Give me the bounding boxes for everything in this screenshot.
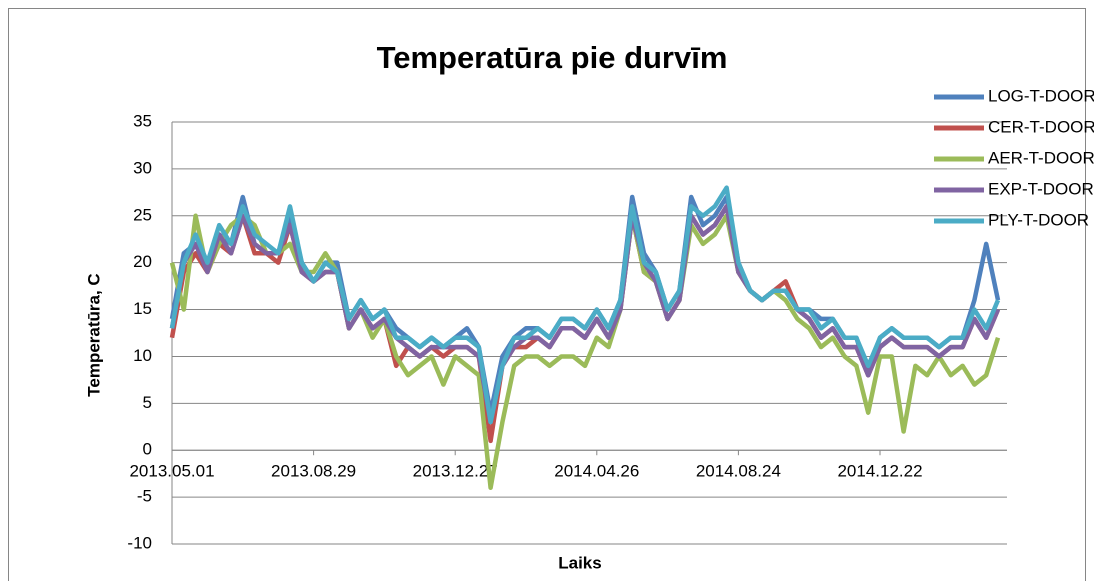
- x-tick-label: 2014.04.26: [554, 462, 639, 481]
- y-tick-label: 0: [143, 440, 152, 459]
- legend-label: CER-T-DOOR (degC): [988, 117, 1094, 136]
- chart-title: Temperatūra pie durvīm: [377, 40, 728, 75]
- chart-border: [8, 8, 1086, 581]
- y-tick-label: 35: [133, 111, 152, 130]
- legend-label: LOG-T-DOOR (degC): [988, 86, 1094, 105]
- x-tick-label: 2014.08.24: [696, 462, 781, 481]
- legend-label: PLY-T-DOOR (degC): [988, 210, 1094, 229]
- legend-label: AER-T-DOOR (degC): [988, 148, 1094, 167]
- y-tick-label: 15: [133, 299, 152, 318]
- y-tick-label: 20: [133, 252, 152, 271]
- y-axis-label: Temperatūra, C: [84, 273, 103, 396]
- y-tick-label: -10: [127, 533, 152, 552]
- series-line: [169, 185, 1001, 425]
- x-tick-label: 2013.05.01: [129, 462, 214, 481]
- y-tick-label: 30: [133, 158, 152, 177]
- y-tick-label: 5: [143, 393, 152, 412]
- legend-label: EXP-T-DOOR (degC): [988, 179, 1094, 198]
- y-tick-label: -5: [137, 487, 152, 506]
- y-tick-label: 25: [133, 205, 152, 224]
- x-tick-label: 2013.08.29: [271, 462, 356, 481]
- x-axis-label: Laiks: [558, 553, 601, 572]
- x-tick-label: 2014.12.22: [837, 462, 922, 481]
- y-tick-label: 10: [133, 346, 152, 365]
- x-tick-label: 2013.12.27: [413, 462, 498, 481]
